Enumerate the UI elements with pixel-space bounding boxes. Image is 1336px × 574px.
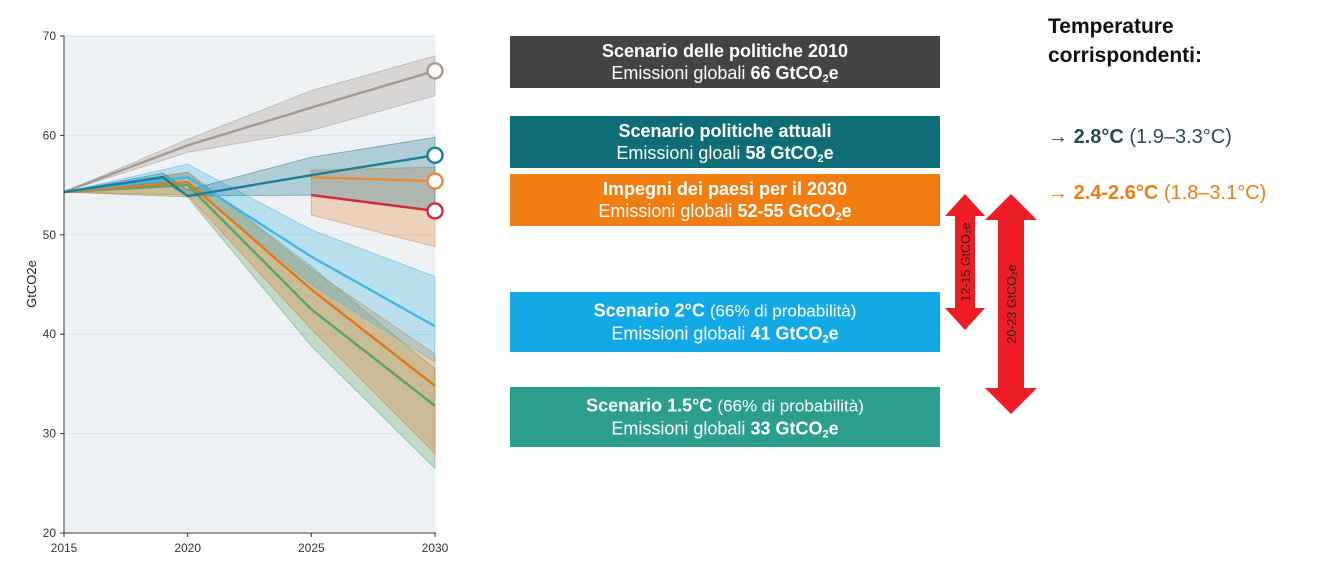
- ndc-conditional-line: [311, 193, 436, 213]
- scenario-current-policies-box: Scenario politiche attuali Emissioni glo…: [510, 116, 940, 168]
- ndc-unconditional-marker: [426, 172, 444, 190]
- scenario-2010-emissions: Emissioni globali 66 GtCO2e: [611, 63, 839, 85]
- gap-2c-arrow: 12-15 GtCO₂e: [945, 194, 985, 330]
- scenario-current-title: Scenario politiche attuali: [618, 121, 832, 141]
- two-degree-alt-band: [63, 171, 436, 455]
- ndc-conditional-marker: [426, 202, 444, 220]
- one-five-degree-line: [63, 183, 436, 407]
- x-tick-label: 2030: [422, 541, 449, 555]
- y-tick-label: 70: [43, 29, 57, 43]
- policies-2010-marker: [426, 62, 444, 80]
- temperature-ndc: → 2.4-2.6°C (1.8–3.1°C): [1048, 182, 1267, 204]
- two-degree-alt-line: [63, 180, 436, 387]
- x-tick-label: 2020: [174, 541, 201, 555]
- series-lines: [63, 69, 436, 407]
- scenario-2010-box: Scenario delle politiche 2010 Emissioni …: [510, 36, 940, 88]
- arrow-right-icon: →: [1048, 126, 1068, 148]
- ndc-unconditional-band: [310, 166, 436, 248]
- plot-background: [64, 36, 435, 532]
- x-tick-label: 2025: [298, 541, 325, 555]
- y-tick-label: 50: [43, 228, 57, 242]
- scenario-current-emissions: Emissioni gloali 58 GtCO2e: [616, 143, 834, 165]
- y-tick-label: 40: [43, 327, 57, 341]
- scenario-1-5c-emissions: Emissioni globali 33 GtCO2e: [611, 418, 839, 441]
- ndc-unconditional-line: [311, 175, 436, 183]
- scenario-1-5c-title: Scenario 1.5°C (66% di probabilità): [586, 395, 864, 416]
- scenario-2c-box: Scenario 2°C (66% di probabilità) Emissi…: [510, 292, 940, 352]
- y-axis-label: GtCO2e: [24, 260, 39, 308]
- scenario-2010-title: Scenario delle politiche 2010: [601, 41, 849, 61]
- current-policies-line: [63, 154, 436, 198]
- scenario-2c-emissions: Emissioni globali 41 GtCO2e: [611, 323, 839, 346]
- y-tick-label: 20: [43, 526, 57, 540]
- series-markers: [426, 62, 444, 220]
- y-tick-label: 30: [43, 427, 57, 441]
- current-policies-marker: [426, 146, 444, 164]
- gap-1-5c-label: 20-23 GtCO₂e: [1005, 264, 1019, 343]
- scenario-ndc-title: Impegni dei paesi per il 2030: [602, 179, 848, 199]
- temperatures-title: Temperature corrispondenti:: [1048, 15, 1203, 67]
- arrow-right-icon: →: [1048, 182, 1068, 204]
- gap-1-5c-arrow: 20-23 GtCO₂e: [985, 194, 1037, 414]
- temperature-current-policies: → 2.8°C (1.9–3.3°C): [1048, 126, 1232, 148]
- gap-2c-label: 12-15 GtCO₂e: [959, 222, 973, 301]
- scenario-ndc-box: Impegni dei paesi per il 2030 Emissioni …: [510, 174, 940, 226]
- y-tick-label: 60: [43, 128, 57, 142]
- x-tick-label: 2015: [51, 541, 78, 555]
- scenario-ndc-emissions: Emissioni globali 52-55 GtCO2e: [598, 201, 852, 223]
- scenario-1-5c-box: Scenario 1.5°C (66% di probabilità) Emis…: [510, 387, 940, 447]
- scenario-2c-title: Scenario 2°C (66% di probabilità): [593, 300, 857, 321]
- two-degree-line: [63, 175, 436, 328]
- emissions-gap-arrows: 12-15 GtCO₂e 20-23 GtCO₂e: [945, 194, 1037, 414]
- policies-2010-line: [63, 69, 436, 194]
